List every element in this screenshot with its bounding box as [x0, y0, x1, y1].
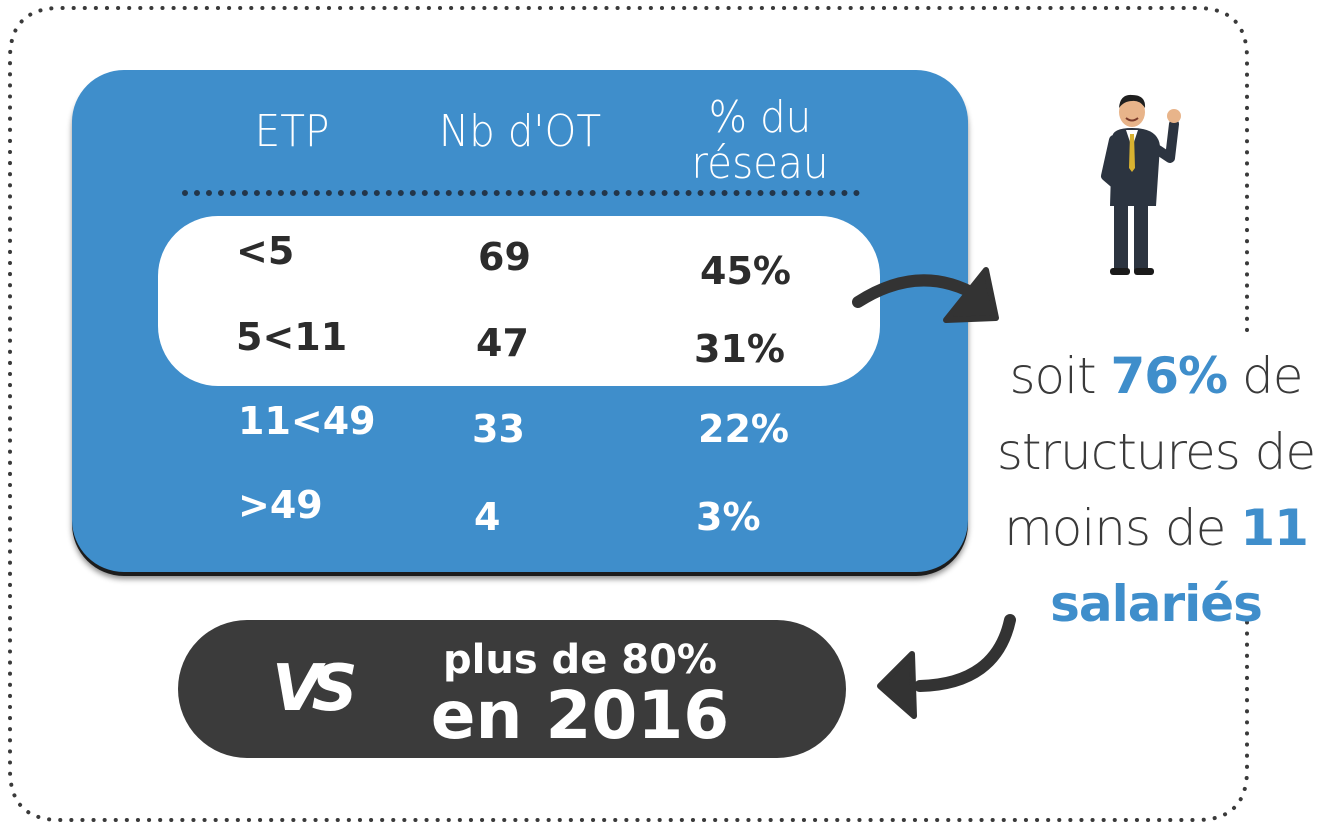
row1-pct: 45%: [700, 249, 791, 293]
row2-pct: 31%: [694, 327, 785, 371]
summary-highlight-count: 11 salariés: [1050, 499, 1309, 633]
summary-prefix: soit: [1009, 347, 1111, 405]
businessman-waving-icon: [1101, 94, 1181, 275]
row1-nb: 69: [478, 235, 531, 279]
row4-etp: >49: [238, 483, 323, 527]
curved-arrow-left-icon: [877, 614, 1016, 719]
summary-highlight-pct: 76%: [1110, 347, 1228, 405]
header-etp: ETP: [254, 106, 330, 157]
row3-pct: 22%: [698, 407, 789, 451]
comparison-line1: plus de 80%: [443, 637, 717, 683]
row2-nb: 47: [476, 321, 529, 365]
row3-nb: 33: [472, 407, 525, 451]
comparison-line2: en 2016: [430, 677, 730, 754]
header-divider: [182, 190, 860, 196]
highlight-panel: [158, 216, 880, 386]
header-pct-line2: réseau: [691, 138, 829, 189]
header-pct-line1: % du: [708, 92, 812, 143]
vs-label: VS: [272, 652, 358, 726]
row1-etp: <5: [236, 229, 295, 273]
row4-nb: 4: [474, 495, 501, 539]
summary-text: soit 76% de structures de moins de 11 sa…: [986, 338, 1326, 642]
header-nb-ot: Nb d'OT: [438, 106, 602, 157]
row2-etp: 5<11: [236, 315, 348, 359]
curved-arrow-right-icon: [852, 267, 999, 323]
summary-mid: de structures de moins de: [996, 347, 1316, 557]
row3-etp: 11<49: [238, 399, 376, 443]
comparison-pill: [178, 620, 846, 758]
row4-pct: 3%: [696, 495, 761, 539]
